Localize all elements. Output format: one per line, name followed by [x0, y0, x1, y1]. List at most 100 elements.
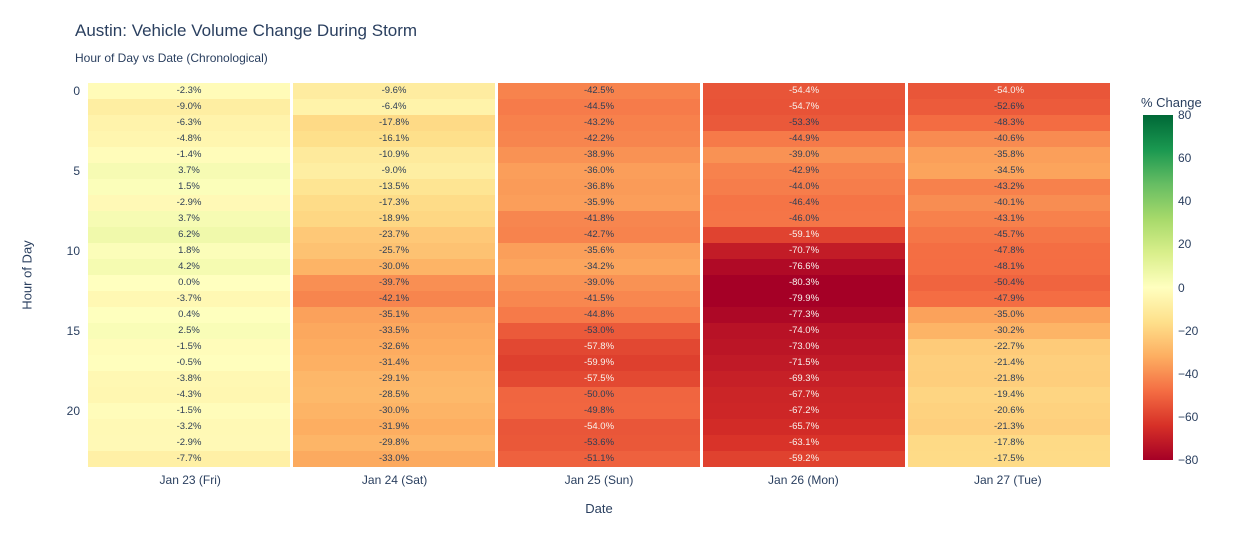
heatmap-cell: -53.0%	[498, 323, 700, 339]
heatmap-cell: -35.6%	[498, 243, 700, 259]
heatmap-cell: -57.5%	[498, 371, 700, 387]
heatmap-cell: -46.4%	[703, 195, 905, 211]
heatmap-cell: -23.7%	[293, 227, 495, 243]
heatmap-cell: -69.3%	[703, 371, 905, 387]
x-tick-label: Jan 25 (Sun)	[564, 473, 634, 487]
heatmap-cell: -35.1%	[293, 307, 495, 323]
heatmap-cell: -31.4%	[293, 355, 495, 371]
heatmap-cell: -45.7%	[908, 227, 1110, 243]
heatmap-cell: -50.4%	[908, 275, 1110, 291]
heatmap-cell: -3.2%	[88, 419, 290, 435]
heatmap-cell: -59.2%	[703, 451, 905, 467]
heatmap-cell: -41.8%	[498, 211, 700, 227]
heatmap-cell: 6.2%	[88, 227, 290, 243]
colorbar-tick-label: −60	[1178, 409, 1199, 424]
heatmap-cell: -79.9%	[703, 291, 905, 307]
heatmap-cell: -35.0%	[908, 307, 1110, 323]
heatmap-cell: -43.2%	[498, 115, 700, 131]
heatmap-cell: -17.8%	[908, 435, 1110, 451]
heatmap-cell: -73.0%	[703, 339, 905, 355]
colorbar-gradient	[1143, 115, 1173, 460]
heatmap-cell: -33.5%	[293, 323, 495, 339]
chart-subtitle: Hour of Day vs Date (Chronological)	[75, 51, 268, 65]
colorbar-tick-label: 60	[1178, 151, 1192, 166]
heatmap-cell: -2.3%	[88, 83, 290, 99]
heatmap-cell: -44.9%	[703, 131, 905, 147]
heatmap-cell: -4.8%	[88, 131, 290, 147]
heatmap-cell: -10.9%	[293, 147, 495, 163]
heatmap-cell: -17.5%	[908, 451, 1110, 467]
heatmap-cell: -44.5%	[498, 99, 700, 115]
heatmap-cell: -40.6%	[908, 131, 1110, 147]
heatmap-cell: -35.9%	[498, 195, 700, 211]
heatmap-cell: -47.9%	[908, 291, 1110, 307]
heatmap-cell: -59.9%	[498, 355, 700, 371]
heatmap-cell: -39.0%	[498, 275, 700, 291]
heatmap-cell: -20.6%	[908, 403, 1110, 419]
heatmap-cell: -7.7%	[88, 451, 290, 467]
y-tick-label: 20	[66, 404, 80, 418]
heatmap-cell: -25.7%	[293, 243, 495, 259]
heatmap-cell: -67.7%	[703, 387, 905, 403]
heatmap-cell: -80.3%	[703, 275, 905, 291]
heatmap-cell: -30.0%	[293, 403, 495, 419]
y-tick-label: 0	[73, 84, 80, 98]
heatmap-cell: -21.8%	[908, 371, 1110, 387]
heatmap-cell: -71.5%	[703, 355, 905, 371]
heatmap-cell: -3.7%	[88, 291, 290, 307]
y-axis-title: Hour of Day	[19, 240, 35, 310]
x-tick-label: Jan 27 (Tue)	[973, 473, 1042, 487]
heatmap-cell: -34.2%	[498, 259, 700, 275]
heatmap-cell: -74.0%	[703, 323, 905, 339]
heatmap-cell: -77.3%	[703, 307, 905, 323]
x-axis-title: Date	[585, 501, 613, 516]
heatmap-cell: 3.7%	[88, 163, 290, 179]
heatmap-cell: -54.7%	[703, 99, 905, 115]
y-tick-label: 15	[66, 324, 80, 338]
heatmap-cell: -40.1%	[908, 195, 1110, 211]
heatmap-cell: 3.7%	[88, 211, 290, 227]
heatmap-cell: -41.5%	[498, 291, 700, 307]
heatmap-cell: 2.5%	[88, 323, 290, 339]
heatmap-cell: -42.9%	[703, 163, 905, 179]
heatmap-cell: -21.3%	[908, 419, 1110, 435]
heatmap-cell: -9.6%	[293, 83, 495, 99]
heatmap-cell: -1.4%	[88, 147, 290, 163]
heatmap-cell: -16.1%	[293, 131, 495, 147]
heatmap-cell: -53.6%	[498, 435, 700, 451]
colorbar-title: % Change	[1141, 95, 1202, 110]
heatmap-cell: -50.0%	[498, 387, 700, 403]
heatmap-cell: -0.5%	[88, 355, 290, 371]
colorbar-tick-label: 0	[1178, 280, 1185, 295]
colorbar-tick-label: 40	[1178, 194, 1192, 209]
heatmap-cell: -53.3%	[703, 115, 905, 131]
heatmap-cell: -57.8%	[498, 339, 700, 355]
y-tick-label: 10	[66, 244, 80, 258]
heatmap-cell: -48.3%	[908, 115, 1110, 131]
heatmap-cell: -21.4%	[908, 355, 1110, 371]
heatmap-cell: -44.0%	[703, 179, 905, 195]
heatmap-cell: -42.7%	[498, 227, 700, 243]
heatmap-cell: -59.1%	[703, 227, 905, 243]
heatmap-cell: -36.8%	[498, 179, 700, 195]
heatmap-cell: -76.6%	[703, 259, 905, 275]
heatmap-cell: -29.1%	[293, 371, 495, 387]
heatmap-cell: -47.8%	[908, 243, 1110, 259]
heatmap-cell: -70.7%	[703, 243, 905, 259]
colorbar-tick-label: 80	[1178, 108, 1192, 122]
heatmap-cell: -42.5%	[498, 83, 700, 99]
heatmap-cell: -31.9%	[293, 419, 495, 435]
heatmap-cell: -4.3%	[88, 387, 290, 403]
heatmap-cell: -2.9%	[88, 435, 290, 451]
heatmap-cell: -42.2%	[498, 131, 700, 147]
heatmap-cell: -29.8%	[293, 435, 495, 451]
heatmap-cell: -54.0%	[498, 419, 700, 435]
heatmap-cell: 1.8%	[88, 243, 290, 259]
heatmap-cell: -65.7%	[703, 419, 905, 435]
y-tick-label: 5	[73, 164, 80, 178]
heatmap-cell: -52.6%	[908, 99, 1110, 115]
heatmap-cell: -34.5%	[908, 163, 1110, 179]
heatmap-cell: -63.1%	[703, 435, 905, 451]
heatmap-cell: -33.0%	[293, 451, 495, 467]
